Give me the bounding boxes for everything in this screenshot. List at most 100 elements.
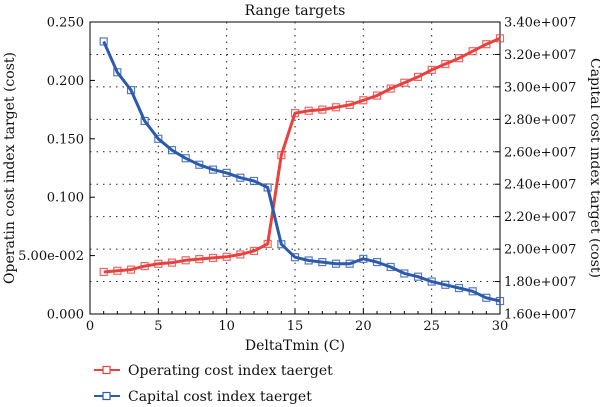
operating-cost-point <box>304 106 313 115</box>
capital-cost-point <box>208 165 218 174</box>
operating-cost-point <box>236 250 245 259</box>
operating-cost-point <box>495 34 505 43</box>
capital-cost-point <box>195 160 204 169</box>
right-y-tick-label: 3.00e+007 <box>504 80 576 95</box>
operating-cost-point <box>400 78 409 87</box>
left-y-tick-label: 0.000 <box>47 308 84 323</box>
right-y-tick-label: 1.80e+007 <box>504 275 576 290</box>
right-y-tick-label: 1.60e+007 <box>504 308 576 323</box>
operating-cost-point <box>331 103 341 112</box>
right-y-axis-title: Capital cost index target (cost) <box>587 58 600 278</box>
x-tick-label: 15 <box>287 319 304 334</box>
capital-cost-point <box>113 68 122 77</box>
capital-cost-point <box>167 146 177 155</box>
left-y-tick-label: 0.100 <box>47 191 84 206</box>
operating-cost-point <box>249 246 259 256</box>
capital-cost-point <box>140 116 149 126</box>
operating-cost-series <box>99 34 505 277</box>
capital-cost-point <box>495 296 505 306</box>
capital-cost-point <box>331 259 341 268</box>
right-y-tick-label: 2.80e+007 <box>504 113 576 128</box>
operating-cost-line <box>103 37 501 274</box>
operating-cost-point <box>99 267 108 277</box>
capital-cost-point <box>126 86 136 95</box>
operating-cost-point <box>208 253 218 263</box>
capital-cost-point <box>304 256 313 265</box>
operating-cost-point <box>290 109 300 118</box>
x-tick-label: 30 <box>492 319 509 334</box>
legend: Operating cost index taerget Capital cost… <box>94 363 333 405</box>
operating-cost-point <box>181 256 190 265</box>
right-y-axis-ticks: 1.60e+007 1.80e+007 2.00e+007 2.20e+007 2.40… <box>495 16 576 323</box>
capital-cost-point <box>277 240 286 249</box>
operating-cost-point <box>345 100 354 110</box>
x-tick-label: 25 <box>423 319 440 334</box>
capital-cost-point <box>413 272 423 281</box>
right-y-tick-label: 3.20e+007 <box>504 48 576 63</box>
capital-cost-point <box>345 259 354 268</box>
operating-cost-point <box>154 259 163 268</box>
right-y-tick-label: 2.40e+007 <box>504 178 576 193</box>
capital-cost-point <box>263 183 272 192</box>
x-tick-label: 10 <box>218 319 235 334</box>
operating-cost-point <box>372 91 382 100</box>
operating-cost-point <box>482 40 491 49</box>
capital-cost-point <box>154 134 163 143</box>
capital-cost-point <box>400 269 409 278</box>
operating-cost-point <box>413 72 423 81</box>
capital-cost-point <box>99 37 108 46</box>
right-y-tick-label: 2.00e+007 <box>504 243 576 258</box>
operating-cost-point <box>468 47 477 56</box>
capital-cost-point <box>359 254 368 263</box>
legend-item-operating-cost: Operating cost index taerget <box>94 363 333 379</box>
capital-cost-line <box>102 40 501 303</box>
capital-cost-point <box>181 154 190 163</box>
capital-cost-point <box>482 293 491 302</box>
left-y-tick-label: 0.200 <box>47 74 84 89</box>
left-y-tick-label: 0.250 <box>47 16 84 31</box>
right-y-tick-label: 3.40e+007 <box>504 16 576 31</box>
legend-label: Operating cost index taerget <box>128 363 333 379</box>
capital-cost-point <box>318 257 327 267</box>
operating-cost-point <box>195 255 204 264</box>
operating-cost-point <box>386 84 395 93</box>
capital-cost-point <box>427 277 436 286</box>
capital-cost-point <box>372 257 382 267</box>
capital-cost-point <box>386 262 395 272</box>
legend-swatch-marker <box>102 391 111 401</box>
operating-cost-point <box>277 151 286 160</box>
legend-label: Capital cost index taerget <box>128 389 312 405</box>
left-y-axis-title: Operatin cost index target (cost) <box>2 52 18 284</box>
x-tick-label: 5 <box>154 319 162 334</box>
x-tick-label: 0 <box>86 319 94 334</box>
operating-cost-point <box>222 252 231 261</box>
operating-cost-point <box>318 105 327 114</box>
right-y-tick-label: 2.20e+007 <box>504 210 576 225</box>
left-y-axis-ticks: 0.000 5.00e-002 0.100 0.150 0.200 0.250 <box>18 16 95 323</box>
operating-cost-point <box>167 258 177 267</box>
chart-title: Range targets <box>245 3 346 19</box>
x-tick-label: 20 <box>355 319 372 334</box>
legend-swatch-marker <box>102 365 111 375</box>
x-axis-ticks: 0 5 10 15 20 25 30 <box>86 309 508 334</box>
operating-cost-point <box>126 265 136 274</box>
capital-cost-point <box>249 176 259 186</box>
legend-item-capital-cost: Capital cost index taerget <box>94 389 312 405</box>
capital-cost-point <box>290 253 300 262</box>
capital-cost-point <box>222 168 231 177</box>
series-layer <box>99 34 505 306</box>
capital-cost-series <box>99 37 505 306</box>
left-y-tick-label: 0.150 <box>47 132 84 147</box>
x-axis-title: DeltaTmin (C) <box>245 338 345 354</box>
capital-cost-point <box>441 280 450 289</box>
capital-cost-point <box>468 287 477 296</box>
operating-cost-point <box>427 65 436 74</box>
capital-cost-point <box>454 283 464 293</box>
right-y-tick-label: 2.60e+007 <box>504 145 576 160</box>
operating-cost-point <box>359 96 368 105</box>
operating-cost-point <box>441 59 450 69</box>
operating-cost-point <box>454 54 464 63</box>
operating-cost-point <box>113 266 122 275</box>
left-y-tick-label: 5.00e-002 <box>18 249 84 264</box>
